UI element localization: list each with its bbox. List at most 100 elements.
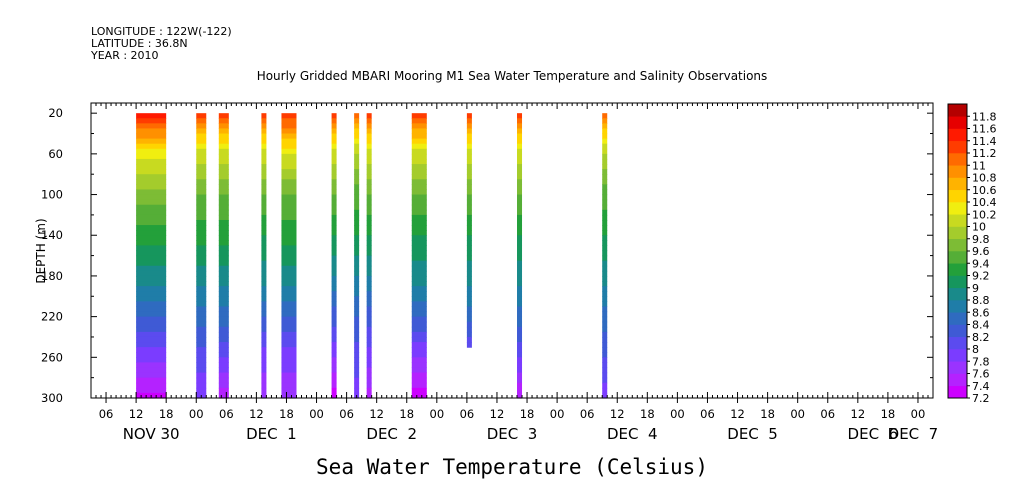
data-cell [517, 189, 523, 196]
data-cell [411, 367, 427, 374]
data-cell [517, 245, 523, 252]
data-cell [466, 321, 472, 328]
data-cell [517, 321, 523, 328]
data-cell [218, 301, 229, 308]
colorbar-swatch [948, 373, 967, 387]
data-cell [281, 331, 297, 338]
data-cell [281, 372, 297, 379]
data-cell [602, 158, 608, 165]
data-cell [354, 286, 360, 292]
data-cell [366, 169, 372, 175]
data-cell [602, 235, 608, 241]
data-cell [466, 265, 472, 272]
data-cell [281, 225, 297, 231]
data-cell [366, 235, 372, 241]
data-cell [196, 286, 207, 292]
colorbar-swatch [948, 214, 967, 227]
data-cell [261, 113, 267, 119]
data-cell [466, 204, 472, 211]
data-cell [331, 311, 337, 318]
data-cell [366, 128, 372, 135]
data-cell [136, 387, 167, 394]
data-cell [261, 245, 267, 252]
data-cell [466, 250, 472, 257]
data-cell [196, 255, 207, 262]
data-cell [331, 143, 337, 150]
data-cell [261, 377, 267, 384]
data-cell [366, 153, 372, 160]
data-cell [331, 219, 337, 226]
data-column-0 [136, 113, 167, 399]
x-tick-label: 12 [851, 407, 866, 421]
data-cell [517, 143, 523, 150]
data-cell [281, 153, 297, 160]
data-cell [331, 235, 337, 241]
data-cell [331, 209, 337, 216]
data-cell [517, 169, 523, 175]
data-cell [281, 194, 297, 201]
colorbar-swatch [948, 202, 967, 215]
data-cell [411, 148, 427, 155]
data-cell [517, 179, 523, 185]
colorbar-label: 11.6 [972, 123, 997, 136]
data-cell [517, 270, 523, 277]
chart-title: Hourly Gridded MBARI Mooring M1 Sea Wate… [257, 69, 768, 83]
colorbar-label: 11.8 [972, 110, 997, 123]
data-cell [411, 143, 427, 150]
data-cell [281, 240, 297, 247]
y-tick-label: 180 [41, 269, 63, 283]
data-cell [602, 225, 608, 231]
data-cell [196, 245, 207, 252]
data-cell [331, 392, 337, 399]
data-cell [411, 301, 427, 308]
data-cell [366, 311, 372, 318]
data-cell [136, 281, 167, 287]
data-cell [517, 291, 523, 297]
data-cell [602, 311, 608, 318]
data-cell [366, 113, 372, 119]
data-cell [354, 362, 360, 369]
data-cell [136, 184, 167, 191]
data-cell [354, 260, 360, 267]
colorbar-swatch [948, 251, 967, 264]
data-cell [196, 240, 207, 247]
data-cell [517, 240, 523, 247]
colorbar-swatch [948, 140, 967, 154]
data-column-6 [354, 113, 360, 399]
data-cell [366, 275, 372, 282]
data-cell [366, 118, 372, 124]
data-cell [218, 296, 229, 302]
data-cell [196, 331, 207, 338]
data-cell [331, 286, 337, 292]
data-cell [354, 174, 360, 180]
data-cell [354, 169, 360, 175]
data-cell [331, 326, 337, 333]
data-cell [517, 230, 523, 236]
data-cell [602, 174, 608, 180]
data-cell [602, 164, 608, 170]
data-cell [602, 113, 608, 119]
data-cell [261, 362, 267, 369]
data-cell [136, 336, 167, 343]
data-cell [136, 138, 167, 145]
data-cell [354, 214, 360, 221]
data-cell [466, 189, 472, 196]
x-tick-label: 00 [309, 407, 324, 421]
data-cell [602, 367, 608, 374]
data-cell [366, 164, 372, 170]
data-cell [218, 138, 229, 145]
data-cell [411, 306, 427, 313]
data-cell [602, 286, 608, 292]
data-cell [331, 255, 337, 262]
data-cell [218, 245, 229, 252]
data-cell [517, 153, 523, 160]
data-cell [136, 265, 167, 272]
data-cell [331, 184, 337, 191]
data-cell [602, 362, 608, 369]
data-cell [354, 143, 360, 150]
data-cell [366, 194, 372, 201]
data-cell [261, 392, 267, 399]
data-cell [136, 245, 167, 252]
y-tick-labels: 20 60 100 140 180 220 260 300 [41, 106, 63, 405]
data-cell [602, 148, 608, 155]
